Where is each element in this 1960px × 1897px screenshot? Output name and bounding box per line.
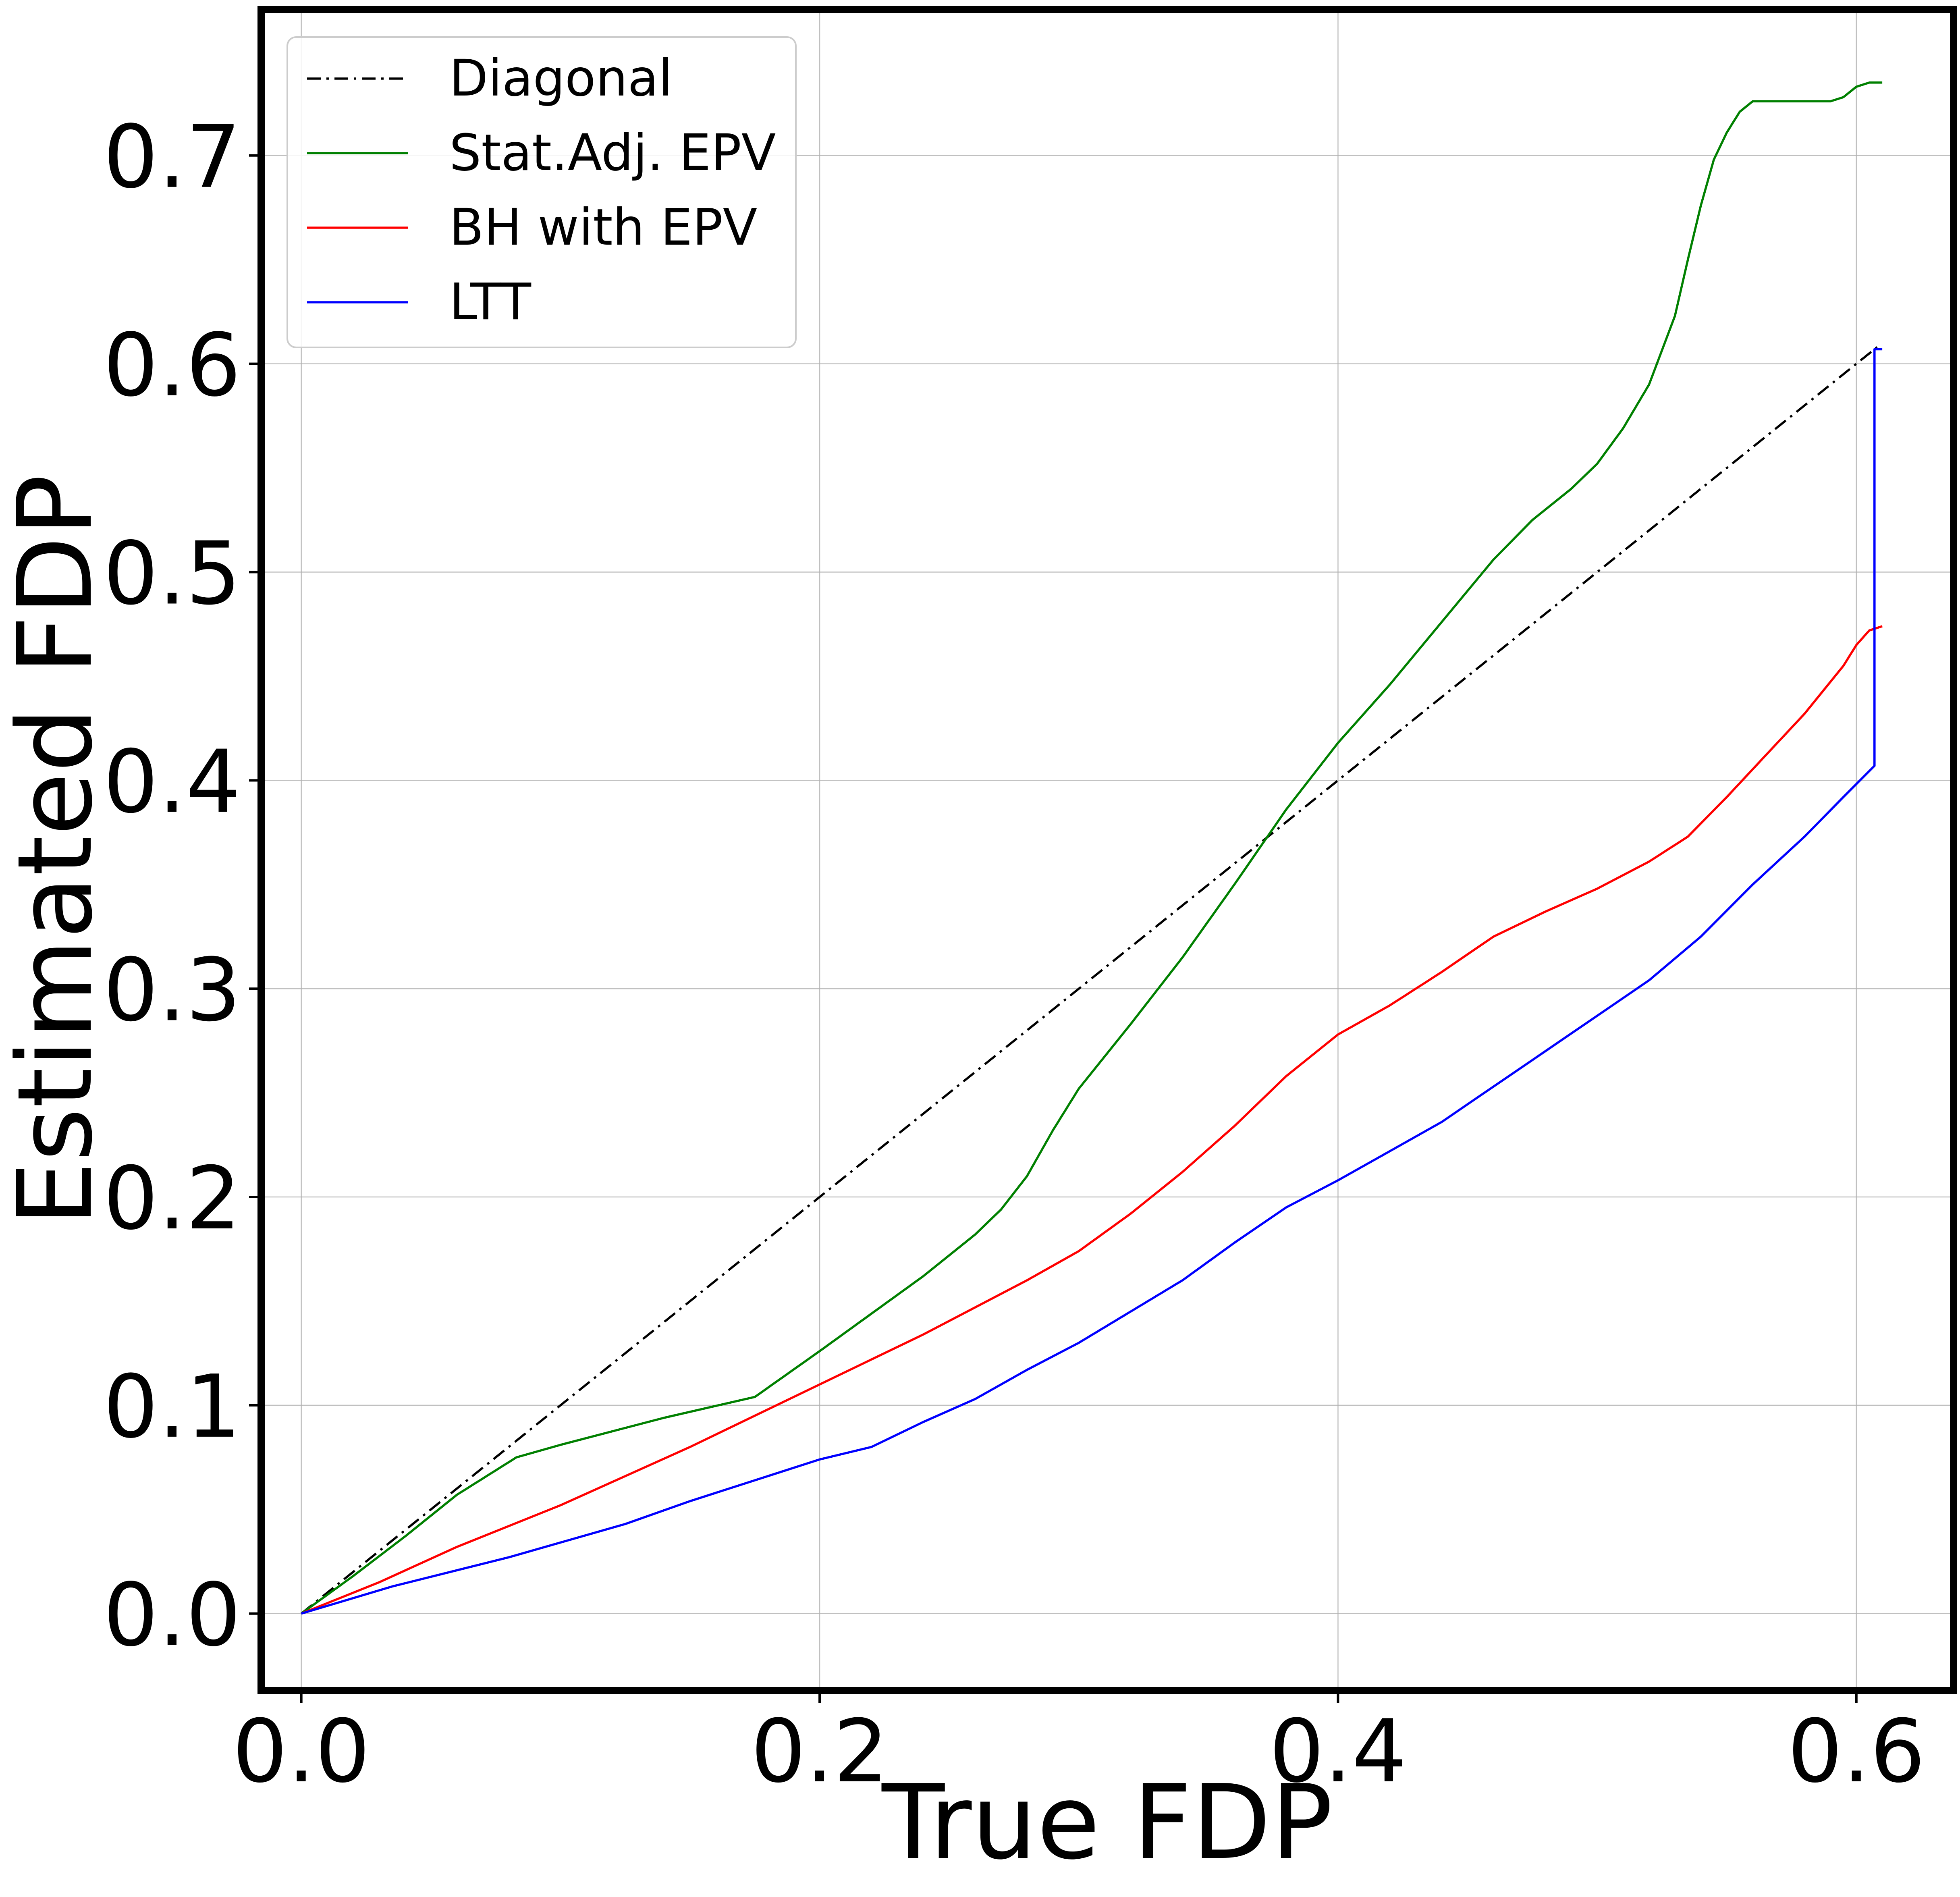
y-tick-label: 0.4 [103, 731, 241, 832]
grid [261, 10, 1954, 1691]
x-tick-label: 0.0 [233, 1701, 370, 1802]
plot-lines [300, 81, 1883, 1615]
legend-label-bh-with-epv: BH with EPV [449, 198, 757, 257]
y-axis-label: Estimated FDP [0, 474, 115, 1226]
y-tick-label: 0.0 [103, 1565, 241, 1666]
y-tick-label: 0.7 [103, 106, 241, 208]
legend: Diagonal Stat.Adj. EPV BH with EPV LTT [287, 36, 797, 348]
axis-ticks: 0.0 0.2 0.4 0.6 0.0 0.1 0.2 0.3 0.4 0.5 0.6 0.7 [103, 106, 1925, 1802]
x-tick-label: 0.6 [1788, 1701, 1925, 1802]
x-axis-label: True FDP [881, 1763, 1333, 1882]
y-tick-label: 0.6 [103, 315, 241, 416]
series-line-ltt [301, 348, 1883, 1615]
legend-box [287, 36, 797, 348]
legend-label-ltt: LTT [449, 273, 532, 331]
series-line-diagonal [300, 346, 1878, 1614]
legend-label-stat-adj-epv: Stat.Adj. EPV [449, 124, 776, 182]
y-tick-label: 0.3 [103, 939, 241, 1041]
x-tick-label: 0.4 [1269, 1701, 1407, 1802]
y-tick-label: 0.5 [103, 523, 241, 624]
series-line-bh-with-epv [301, 625, 1883, 1615]
plot-frame [257, 6, 1957, 1694]
series-line-stat-adj-epv [301, 81, 1883, 1615]
x-tick-label: 0.2 [751, 1701, 889, 1802]
y-tick-label: 0.1 [103, 1356, 241, 1457]
legend-label-diagonal: Diagonal [449, 49, 673, 108]
y-tick-label: 0.2 [103, 1148, 241, 1249]
